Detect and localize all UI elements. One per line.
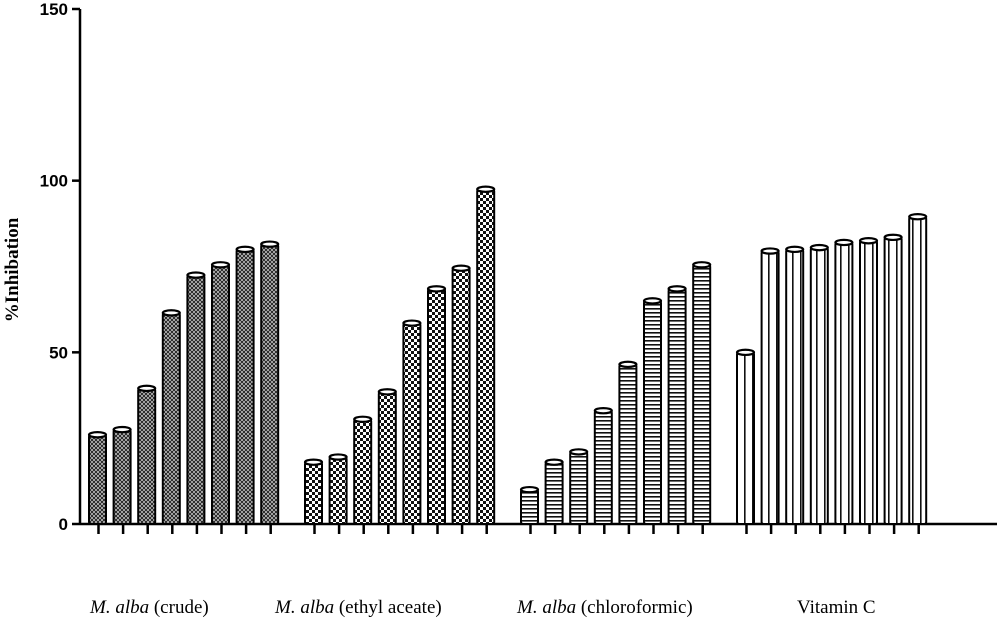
bar-cap	[834, 238, 854, 247]
y-tick-label: 50	[49, 343, 68, 362]
bar-cap	[137, 384, 157, 393]
bar-cap	[735, 348, 756, 357]
bar-cap	[112, 425, 132, 434]
bar	[908, 215, 928, 525]
bar-cap	[569, 448, 589, 456]
bar	[211, 263, 230, 525]
bar-cap	[402, 319, 422, 327]
bar	[667, 287, 687, 526]
bar	[520, 488, 539, 525]
bar	[161, 311, 181, 525]
bar-cap	[210, 261, 231, 269]
bar	[328, 456, 348, 525]
bar-cap	[186, 271, 206, 279]
x-ticks	[97, 524, 920, 534]
bar-cap	[809, 243, 829, 252]
y-tick-label: 0	[59, 515, 68, 534]
bar-cap	[785, 245, 805, 254]
bar-cap	[235, 245, 255, 254]
bar-cap	[426, 285, 447, 293]
group-label: M. alba (ethyl aceate)	[274, 597, 442, 618]
bar-cap	[353, 415, 373, 423]
bar	[260, 243, 280, 526]
bar	[304, 461, 323, 526]
bar	[88, 433, 107, 526]
group-label: Vitamin C	[797, 597, 876, 618]
bar-cap	[642, 297, 663, 305]
bar	[377, 390, 397, 526]
bar-cap	[544, 458, 564, 466]
y-ticks: 0 50 100 150	[40, 0, 80, 534]
bar	[643, 299, 662, 526]
bars	[87, 185, 928, 526]
bar	[692, 263, 712, 525]
bar	[859, 239, 878, 525]
bar	[235, 248, 255, 525]
bar	[544, 461, 564, 526]
bar-cap	[377, 388, 397, 396]
bar-cap	[328, 453, 348, 461]
bar-cap	[667, 285, 687, 293]
y-axis-label: %Inhibation	[2, 217, 23, 322]
bar-cap	[760, 247, 780, 255]
bar	[834, 241, 854, 525]
bar-cap	[87, 431, 108, 439]
group-labels: M. alba (crude) M. alba (ethyl aceate) M. …	[89, 597, 876, 618]
bar-cap	[908, 213, 928, 221]
bar	[736, 351, 755, 526]
bar	[476, 188, 496, 525]
bar	[809, 246, 829, 525]
bar	[618, 363, 638, 525]
bar	[112, 428, 132, 526]
bar	[137, 387, 157, 525]
bar-cap	[260, 240, 280, 248]
bar	[883, 236, 903, 525]
bar-cap	[519, 485, 540, 494]
y-tick-label: 100	[40, 172, 68, 191]
bar	[785, 248, 805, 525]
bar	[593, 409, 613, 526]
bar-cap	[476, 185, 496, 193]
bar-cap	[303, 458, 324, 466]
bar-cap	[451, 264, 471, 272]
bar-cap	[692, 261, 712, 269]
bar	[186, 274, 206, 526]
bar	[353, 418, 373, 525]
y-tick-label: 150	[40, 0, 68, 19]
group-label: M. alba (crude)	[89, 597, 209, 618]
bar-cap	[161, 309, 181, 317]
bar	[569, 450, 589, 525]
bar-cap	[858, 237, 879, 245]
bar-cap	[593, 407, 613, 415]
bar	[402, 322, 422, 525]
bar	[451, 267, 471, 526]
bar	[760, 250, 780, 526]
group-label: M. alba (chloroformic)	[516, 597, 693, 618]
bar	[427, 287, 446, 526]
bar-cap	[618, 360, 638, 369]
bar-cap	[883, 233, 903, 242]
